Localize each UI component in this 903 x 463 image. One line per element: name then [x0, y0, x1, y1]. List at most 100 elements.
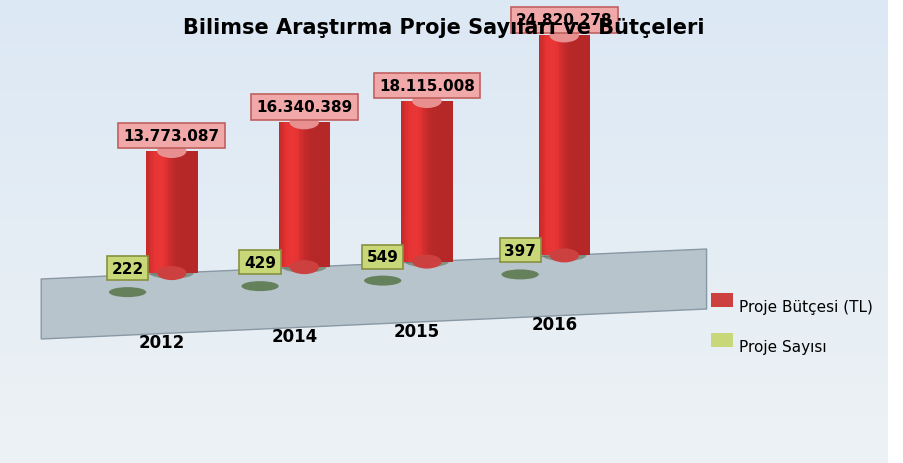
- Bar: [321, 123, 323, 268]
- Bar: [164, 152, 165, 274]
- Bar: [297, 123, 299, 268]
- Bar: [324, 123, 326, 268]
- Bar: [711, 294, 732, 307]
- Bar: [406, 102, 408, 262]
- Bar: [426, 102, 428, 262]
- Text: 13.773.087: 13.773.087: [124, 129, 219, 144]
- Bar: [445, 102, 447, 262]
- Bar: [425, 102, 427, 262]
- Bar: [156, 152, 158, 274]
- Bar: [312, 123, 314, 268]
- Bar: [296, 123, 298, 268]
- Bar: [172, 152, 173, 274]
- Bar: [544, 36, 545, 256]
- Bar: [174, 152, 176, 274]
- Bar: [548, 36, 550, 256]
- Bar: [563, 36, 565, 256]
- Bar: [404, 102, 405, 262]
- Bar: [149, 152, 151, 274]
- Text: Proje Bütçesi (TL): Proje Bütçesi (TL): [738, 300, 872, 314]
- Text: 2012: 2012: [139, 333, 185, 351]
- Bar: [191, 152, 192, 274]
- Bar: [178, 152, 180, 274]
- Bar: [185, 152, 187, 274]
- Ellipse shape: [501, 270, 538, 280]
- Text: 397: 397: [504, 244, 535, 258]
- Bar: [181, 152, 182, 274]
- Bar: [290, 123, 292, 268]
- Bar: [565, 36, 567, 256]
- Bar: [557, 36, 559, 256]
- Bar: [190, 152, 191, 274]
- Bar: [576, 36, 578, 256]
- Ellipse shape: [405, 257, 449, 268]
- Text: 429: 429: [244, 255, 275, 270]
- Bar: [308, 123, 310, 268]
- Bar: [318, 123, 320, 268]
- Ellipse shape: [157, 145, 186, 159]
- Bar: [441, 102, 442, 262]
- Bar: [312, 123, 313, 268]
- Bar: [157, 152, 159, 274]
- Bar: [711, 333, 732, 347]
- Bar: [437, 102, 438, 262]
- Bar: [155, 152, 157, 274]
- Bar: [328, 123, 330, 268]
- Bar: [448, 102, 450, 262]
- Bar: [588, 36, 590, 256]
- Bar: [284, 123, 286, 268]
- Bar: [300, 123, 302, 268]
- Bar: [305, 123, 307, 268]
- Ellipse shape: [364, 276, 401, 286]
- Bar: [553, 36, 554, 256]
- Bar: [566, 36, 568, 256]
- Text: Bilimse Araştırma Proje Sayıları ve Bütçeleri: Bilimse Araştırma Proje Sayıları ve Bütç…: [182, 18, 703, 38]
- Ellipse shape: [241, 282, 278, 292]
- Bar: [151, 152, 153, 274]
- Ellipse shape: [542, 250, 586, 262]
- Bar: [547, 36, 549, 256]
- Bar: [428, 102, 430, 262]
- Bar: [319, 123, 321, 268]
- Bar: [434, 102, 436, 262]
- Bar: [163, 152, 164, 274]
- Bar: [169, 152, 171, 274]
- Bar: [182, 152, 183, 274]
- Bar: [326, 123, 327, 268]
- Bar: [160, 152, 162, 274]
- Text: 2014: 2014: [271, 327, 317, 345]
- Text: 18.115.008: 18.115.008: [378, 79, 474, 94]
- Bar: [567, 36, 569, 256]
- Bar: [430, 102, 432, 262]
- Bar: [545, 36, 546, 256]
- Bar: [291, 123, 293, 268]
- Bar: [171, 152, 172, 274]
- Ellipse shape: [108, 288, 146, 297]
- Bar: [419, 102, 421, 262]
- Polygon shape: [42, 250, 706, 339]
- Bar: [424, 102, 425, 262]
- Text: 222: 222: [111, 261, 144, 276]
- Bar: [432, 102, 433, 262]
- Bar: [560, 36, 562, 256]
- Bar: [444, 102, 446, 262]
- Bar: [573, 36, 575, 256]
- Bar: [559, 36, 561, 256]
- Bar: [435, 102, 437, 262]
- Bar: [304, 123, 305, 268]
- Bar: [420, 102, 422, 262]
- Ellipse shape: [289, 261, 319, 275]
- Bar: [407, 102, 409, 262]
- Text: Proje Sayısı: Proje Sayısı: [738, 339, 825, 354]
- Bar: [539, 36, 541, 256]
- Ellipse shape: [549, 29, 578, 44]
- Bar: [575, 36, 577, 256]
- Bar: [422, 102, 424, 262]
- Bar: [545, 36, 547, 256]
- Ellipse shape: [412, 95, 442, 109]
- Bar: [573, 36, 574, 256]
- Bar: [587, 36, 589, 256]
- Ellipse shape: [549, 249, 578, 263]
- Bar: [415, 102, 416, 262]
- Bar: [570, 36, 572, 256]
